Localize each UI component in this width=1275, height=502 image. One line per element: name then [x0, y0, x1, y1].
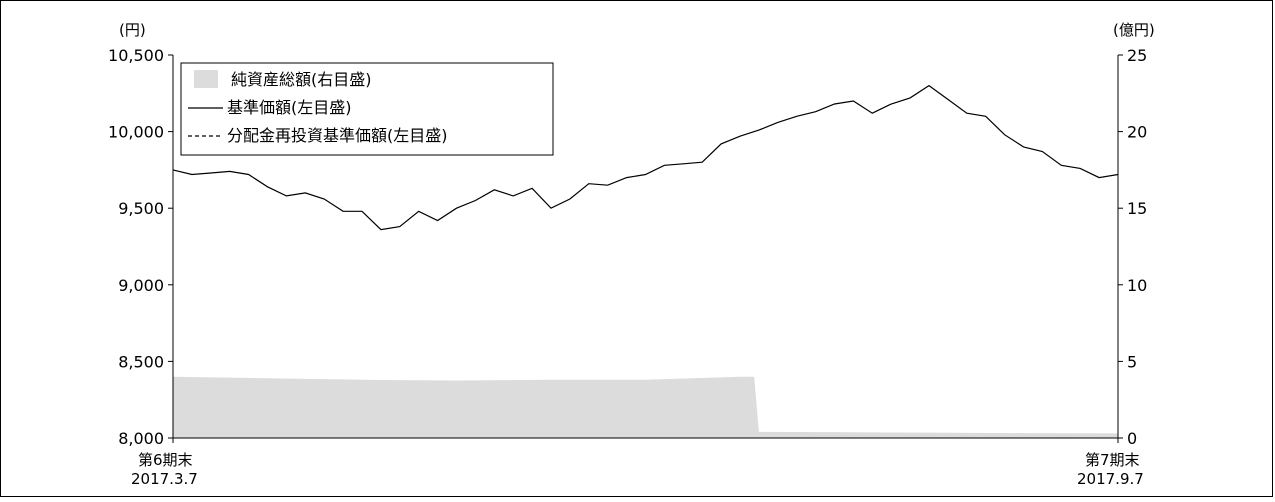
- y-left-tick-label: 9,500: [118, 199, 164, 218]
- legend-label-area: 純資産総額(右目盛): [231, 70, 372, 89]
- series-line-nav: [172, 84, 1119, 231]
- y-left-tick-label: 10,500: [108, 46, 164, 65]
- legend: 純資産総額(右目盛) 基準価額(左目盛) 分配金再投資基準価額(左目盛): [180, 62, 554, 156]
- series-area-net-assets: [173, 376, 1118, 438]
- area-layer: [173, 376, 1118, 438]
- legend-label-solid: 基準価額(左目盛): [227, 98, 352, 117]
- y-right-tick-label: 0: [1127, 429, 1137, 448]
- y-left-tick-label: 8,000: [118, 429, 164, 448]
- legend-label-dashed: 分配金再投資基準価額(左目盛): [227, 126, 448, 145]
- x-end-label-date: 2017.9.7: [1077, 470, 1144, 488]
- x-start-label-period: 第6期末: [138, 451, 193, 469]
- y-right-unit: (億円): [1113, 21, 1155, 39]
- y-right-tick-label: 5: [1127, 352, 1137, 371]
- axis-layer: 10,500 10,000 9,500 9,000 8,500 8,000 25 20 15 10…: [108, 46, 1147, 448]
- line-layer: [172, 84, 1119, 231]
- y-left-tick-label: 10,000: [108, 123, 164, 142]
- y-left-tick-label: 9,000: [118, 276, 164, 295]
- legend-box: [180, 62, 554, 156]
- y-left-unit: (円): [119, 21, 146, 39]
- y-right-tick-label: 10: [1127, 276, 1147, 295]
- x-end-label-period: 第7期末: [1085, 451, 1140, 469]
- y-left-tick-label: 8,500: [118, 352, 164, 371]
- x-start-label-date: 2017.3.7: [131, 470, 198, 488]
- legend-swatch-area: [194, 70, 218, 88]
- y-right-tick-label: 25: [1127, 46, 1147, 65]
- y-right-tick-label: 20: [1127, 123, 1147, 142]
- y-right-tick-label: 15: [1127, 199, 1147, 218]
